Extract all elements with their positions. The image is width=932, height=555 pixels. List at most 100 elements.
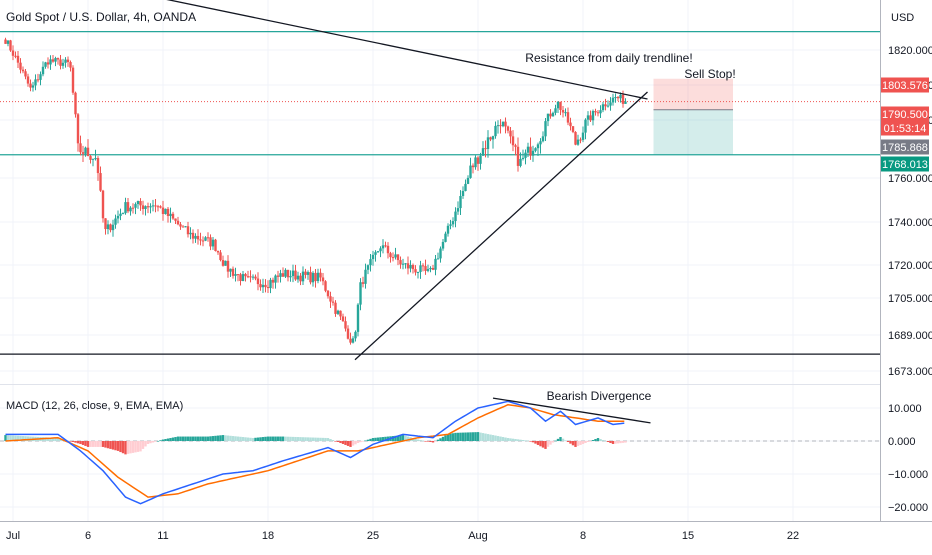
candle-up[interactable] bbox=[586, 115, 590, 120]
candle-down[interactable] bbox=[11, 50, 15, 56]
candle-down[interactable] bbox=[16, 55, 20, 63]
macd-histogram-bar[interactable] bbox=[74, 441, 77, 443]
candle-up[interactable] bbox=[609, 102, 612, 106]
macd-histogram-bar[interactable] bbox=[246, 437, 250, 441]
candle-down[interactable] bbox=[304, 271, 307, 275]
candle-down[interactable] bbox=[109, 224, 112, 231]
macd-histogram-bar[interactable] bbox=[394, 435, 397, 441]
candle-up[interactable] bbox=[164, 208, 167, 215]
macd-histogram-bar[interactable] bbox=[526, 440, 530, 442]
macd-histogram-bar[interactable] bbox=[89, 441, 92, 447]
candle-up[interactable] bbox=[274, 275, 277, 283]
macd-histogram-bar[interactable] bbox=[149, 441, 152, 444]
candle-down[interactable] bbox=[499, 125, 502, 127]
macd-histogram-bar[interactable] bbox=[131, 441, 135, 453]
candle-down[interactable] bbox=[391, 257, 395, 259]
macd-histogram-bar[interactable] bbox=[496, 436, 500, 441]
candle-down[interactable] bbox=[511, 136, 515, 146]
candle-down[interactable] bbox=[589, 115, 592, 121]
macd-histogram-bar[interactable] bbox=[559, 437, 562, 441]
macd-histogram-bar[interactable] bbox=[614, 441, 617, 444]
candle-up[interactable] bbox=[364, 269, 367, 284]
candle-up[interactable] bbox=[551, 112, 555, 117]
macd-histogram-bar[interactable] bbox=[346, 441, 350, 446]
candle-up[interactable] bbox=[31, 85, 35, 88]
macd-histogram-bar[interactable] bbox=[111, 441, 115, 450]
candle-down[interactable] bbox=[294, 270, 297, 280]
macd-histogram-bar[interactable] bbox=[181, 436, 185, 441]
macd-histogram-bar[interactable] bbox=[186, 436, 190, 441]
candle-down[interactable] bbox=[431, 267, 435, 270]
candle-up[interactable] bbox=[601, 104, 605, 111]
macd-histogram-bar[interactable] bbox=[371, 438, 375, 441]
macd-histogram-bar[interactable] bbox=[516, 439, 520, 441]
candle-up[interactable] bbox=[106, 224, 110, 230]
macd-histogram-bar[interactable] bbox=[96, 441, 100, 447]
candle-up[interactable] bbox=[486, 137, 490, 149]
candle-up[interactable] bbox=[279, 273, 282, 277]
macd-histogram-bar[interactable] bbox=[136, 441, 140, 452]
macd-histogram-bar[interactable] bbox=[221, 435, 225, 441]
macd-histogram-bar[interactable] bbox=[166, 438, 170, 441]
candle-down[interactable] bbox=[334, 302, 337, 314]
macd-histogram-bar[interactable] bbox=[154, 441, 157, 442]
macd-histogram-bar[interactable] bbox=[124, 441, 127, 455]
macd-histogram-bar[interactable] bbox=[621, 441, 625, 443]
take-profit-zone[interactable] bbox=[653, 109, 734, 155]
macd-histogram-bar[interactable] bbox=[139, 441, 142, 452]
macd-histogram-bar[interactable] bbox=[464, 432, 467, 441]
macd-histogram-bar[interactable] bbox=[281, 436, 285, 441]
macd-histogram-bar[interactable] bbox=[456, 432, 460, 441]
candle-down[interactable] bbox=[549, 113, 552, 117]
candle-down[interactable] bbox=[504, 121, 507, 127]
candle-down[interactable] bbox=[46, 62, 50, 65]
candle-down[interactable] bbox=[176, 220, 180, 225]
candle-down[interactable] bbox=[219, 252, 222, 261]
macd-histogram-bar[interactable] bbox=[334, 441, 337, 442]
candle-up[interactable] bbox=[376, 251, 380, 253]
candle-up[interactable] bbox=[619, 94, 622, 99]
candle-up[interactable] bbox=[34, 79, 37, 86]
candle-up[interactable] bbox=[41, 66, 45, 75]
candle-down[interactable] bbox=[174, 218, 177, 221]
macd-histogram-bar[interactable] bbox=[366, 439, 370, 441]
candle-up[interactable] bbox=[416, 271, 420, 273]
macd-histogram-bar[interactable] bbox=[209, 436, 212, 441]
candle-up[interactable] bbox=[371, 254, 375, 260]
candle-down[interactable] bbox=[14, 55, 17, 57]
macd-histogram-bar[interactable] bbox=[236, 436, 240, 441]
macd-histogram-bar[interactable] bbox=[91, 441, 95, 447]
macd-histogram-bar[interactable] bbox=[99, 441, 102, 447]
macd-histogram-bar[interactable] bbox=[314, 437, 317, 441]
macd-histogram-bar[interactable] bbox=[466, 432, 470, 441]
macd-histogram-bar[interactable] bbox=[396, 435, 400, 441]
candle-up[interactable] bbox=[449, 224, 452, 226]
stop-loss-zone[interactable] bbox=[653, 78, 734, 110]
macd-histogram-bar[interactable] bbox=[164, 439, 167, 441]
macd-histogram-bar[interactable] bbox=[331, 440, 335, 441]
macd-histogram-bar[interactable] bbox=[151, 441, 155, 443]
macd-histogram-bar[interactable] bbox=[374, 437, 377, 441]
macd-histogram-bar[interactable] bbox=[476, 432, 480, 441]
candle-up[interactable] bbox=[554, 108, 557, 113]
candle-down[interactable] bbox=[156, 206, 160, 208]
macd-histogram-bar[interactable] bbox=[499, 436, 502, 441]
candle-up[interactable] bbox=[556, 101, 560, 109]
candle-down[interactable] bbox=[209, 237, 212, 247]
candle-down[interactable] bbox=[21, 69, 25, 72]
candle-up[interactable] bbox=[429, 267, 432, 270]
candle-down[interactable] bbox=[384, 245, 387, 247]
macd-histogram-bar[interactable] bbox=[159, 440, 162, 441]
macd-histogram-bar[interactable] bbox=[234, 436, 237, 441]
macd-histogram-bar[interactable] bbox=[584, 441, 587, 443]
macd-histogram-bar[interactable] bbox=[511, 438, 515, 441]
macd-histogram-bar[interactable] bbox=[391, 436, 395, 441]
candle-down[interactable] bbox=[201, 240, 205, 242]
macd-histogram-bar[interactable] bbox=[179, 436, 182, 441]
macd-histogram-bar[interactable] bbox=[161, 439, 165, 441]
candle-down[interactable] bbox=[66, 59, 70, 63]
candle-up[interactable] bbox=[356, 304, 360, 332]
candle-up[interactable] bbox=[524, 152, 527, 158]
macd-histogram-bar[interactable] bbox=[241, 437, 245, 441]
candle-up[interactable] bbox=[624, 101, 627, 104]
